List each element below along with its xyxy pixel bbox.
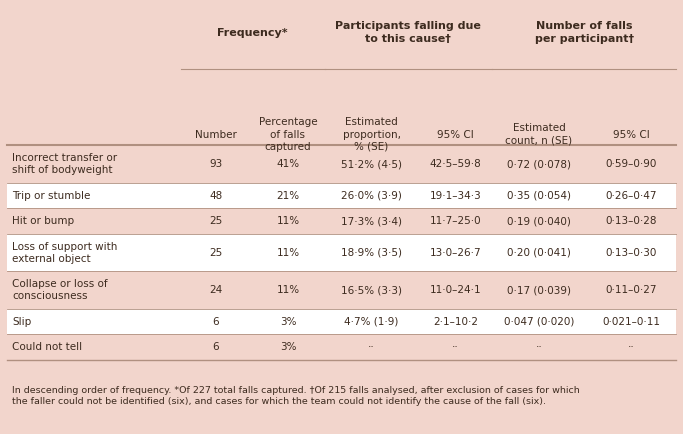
Text: 3%: 3% — [280, 342, 296, 352]
Text: Percentage
of falls
captured: Percentage of falls captured — [259, 117, 318, 152]
Text: ··: ·· — [535, 342, 542, 352]
Text: Slip: Slip — [12, 317, 31, 327]
Text: 95% CI: 95% CI — [613, 129, 650, 140]
Bar — [7, 183, 676, 208]
Text: Collapse or loss of
consciousness: Collapse or loss of consciousness — [12, 279, 108, 301]
Text: 0·72 (0·078): 0·72 (0·078) — [507, 159, 571, 169]
Text: 4·7% (1·9): 4·7% (1·9) — [344, 317, 399, 327]
Text: 26·0% (3·9): 26·0% (3·9) — [342, 191, 402, 201]
Text: Incorrect transfer or
shift of bodyweight: Incorrect transfer or shift of bodyweigh… — [12, 153, 117, 175]
Text: 0·13–0·28: 0·13–0·28 — [605, 216, 657, 226]
Bar — [7, 234, 676, 271]
Text: 16·5% (3·3): 16·5% (3·3) — [341, 285, 402, 295]
Text: 95% CI: 95% CI — [437, 129, 474, 140]
Text: 0·047 (0·020): 0·047 (0·020) — [504, 317, 574, 327]
Text: Loss of support with
external object: Loss of support with external object — [12, 242, 117, 264]
Text: 0·17 (0·039): 0·17 (0·039) — [507, 285, 571, 295]
Text: 11%: 11% — [277, 216, 300, 226]
Text: 48: 48 — [210, 191, 223, 201]
Text: Frequency*: Frequency* — [217, 27, 288, 38]
Text: Trip or stumble: Trip or stumble — [12, 191, 91, 201]
Text: 41%: 41% — [277, 159, 300, 169]
Text: 25: 25 — [210, 248, 223, 258]
Text: 18·9% (3·5): 18·9% (3·5) — [341, 248, 402, 258]
Text: Number of falls
per participant†: Number of falls per participant† — [535, 21, 634, 44]
Text: 42·5–59·8: 42·5–59·8 — [430, 159, 481, 169]
Text: Could not tell: Could not tell — [12, 342, 83, 352]
Text: 13·0–26·7: 13·0–26·7 — [430, 248, 481, 258]
Bar — [7, 271, 676, 309]
Text: 11%: 11% — [277, 248, 300, 258]
Text: 11·0–24·1: 11·0–24·1 — [430, 285, 481, 295]
Bar — [7, 145, 676, 183]
Text: Hit or bump: Hit or bump — [12, 216, 74, 226]
Text: Number: Number — [195, 129, 237, 140]
Text: 17·3% (3·4): 17·3% (3·4) — [341, 216, 402, 226]
Text: 0·35 (0·054): 0·35 (0·054) — [507, 191, 571, 201]
Text: 0·021–0·11: 0·021–0·11 — [602, 317, 660, 327]
Text: Participants falling due
to this cause†: Participants falling due to this cause† — [335, 21, 482, 44]
Text: 19·1–34·3: 19·1–34·3 — [430, 191, 481, 201]
Bar — [7, 335, 676, 360]
Text: 11·7–25·0: 11·7–25·0 — [430, 216, 481, 226]
Text: 0·26–0·47: 0·26–0·47 — [605, 191, 657, 201]
Bar — [7, 309, 676, 335]
Text: 0·11–0·27: 0·11–0·27 — [605, 285, 657, 295]
Text: 24: 24 — [210, 285, 223, 295]
Text: Estimated
count, n (SE): Estimated count, n (SE) — [505, 123, 572, 146]
Text: 11%: 11% — [277, 285, 300, 295]
Text: 3%: 3% — [280, 317, 296, 327]
Text: 93: 93 — [210, 159, 223, 169]
Text: 0·13–0·30: 0·13–0·30 — [605, 248, 656, 258]
Text: 0·59–0·90: 0·59–0·90 — [605, 159, 656, 169]
Text: ··: ·· — [368, 342, 375, 352]
Text: 0·19 (0·040): 0·19 (0·040) — [507, 216, 571, 226]
Text: 21%: 21% — [277, 191, 300, 201]
Text: ··: ·· — [452, 342, 459, 352]
Text: 2·1–10·2: 2·1–10·2 — [433, 317, 478, 327]
Text: In descending order of frequency. *Of 227 total falls captured. †Of 215 falls an: In descending order of frequency. *Of 22… — [12, 386, 580, 406]
Text: 6: 6 — [212, 342, 219, 352]
Text: ··: ·· — [628, 342, 635, 352]
Text: 0·20 (0·041): 0·20 (0·041) — [507, 248, 571, 258]
Text: 6: 6 — [212, 317, 219, 327]
Text: 51·2% (4·5): 51·2% (4·5) — [341, 159, 402, 169]
Text: Estimated
proportion,
% (SE): Estimated proportion, % (SE) — [343, 117, 401, 152]
Text: 25: 25 — [210, 216, 223, 226]
Bar — [7, 208, 676, 234]
